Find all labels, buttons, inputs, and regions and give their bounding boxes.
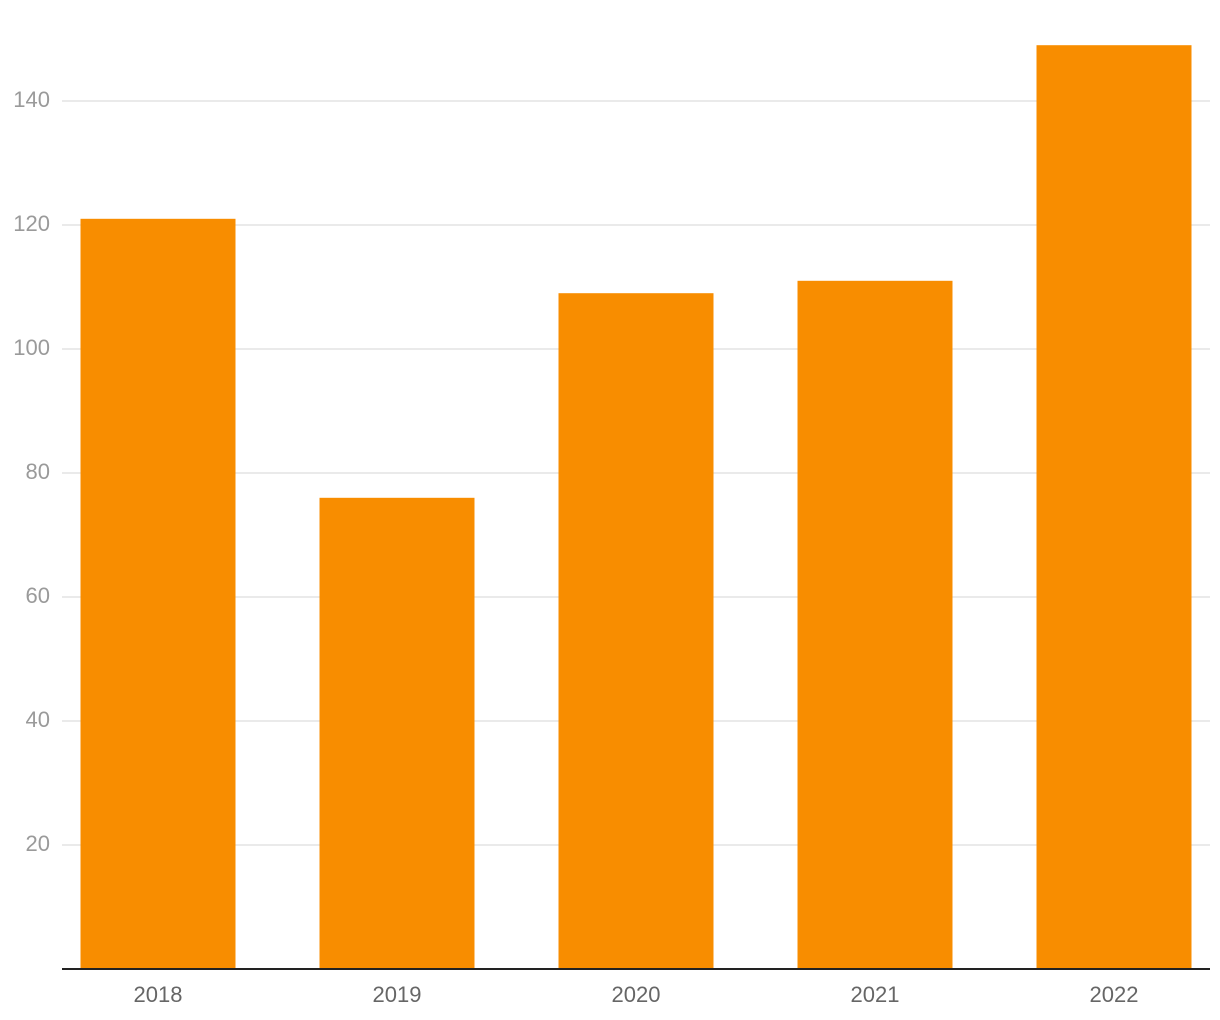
y-tick-label: 80 <box>26 459 50 484</box>
y-tick-label: 20 <box>26 831 50 856</box>
x-tick-label: 2021 <box>851 982 900 1007</box>
bar <box>558 293 714 969</box>
x-tick-label: 2020 <box>612 982 661 1007</box>
bar <box>80 218 236 970</box>
bar <box>1036 45 1192 969</box>
y-tick-label: 40 <box>26 707 50 732</box>
y-tick-label: 100 <box>13 335 50 360</box>
y-tick-label: 140 <box>13 87 50 112</box>
x-tick-label: 2018 <box>134 982 183 1007</box>
x-tick-label: 2022 <box>1090 982 1139 1007</box>
y-tick-label: 60 <box>26 583 50 608</box>
y-tick-label: 120 <box>13 211 50 236</box>
bar <box>797 280 953 969</box>
x-tick-label: 2019 <box>373 982 422 1007</box>
bar <box>319 497 475 969</box>
